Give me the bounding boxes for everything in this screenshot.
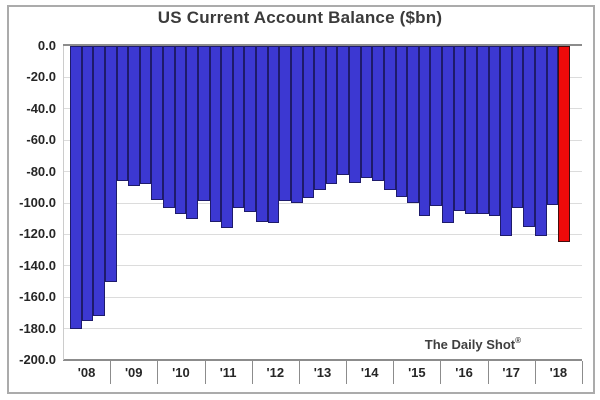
x-year-label-18: '18 — [549, 365, 568, 380]
y-tick-label--120.0: -120.0 — [19, 226, 56, 242]
bar-2011-Q3 — [232, 46, 245, 208]
y-tick-label--200.0: -200.0 — [19, 352, 56, 367]
bar-2014-Q2 — [360, 46, 373, 178]
bar-2010-Q3 — [186, 46, 198, 219]
bar-2013-Q3 — [325, 46, 338, 185]
gridline--180.0 — [63, 328, 582, 330]
y-tick-label--80.0: -80.0 — [26, 163, 56, 179]
x-year-label-09: '09 — [124, 365, 143, 380]
bar-2016-Q4 — [476, 46, 489, 214]
chart-title: US Current Account Balance ($bn) — [157, 8, 443, 27]
bar-2016-Q2 — [453, 46, 466, 211]
bar-2009-Q2 — [128, 46, 140, 186]
registered-mark: ® — [515, 336, 521, 345]
y-tick-label--20.0: -20.0 — [26, 69, 56, 85]
x-year-label-12: '12 — [266, 365, 285, 380]
bar-2017-Q4 — [523, 46, 536, 227]
x-year-label-10: '10 — [172, 365, 190, 380]
bar-2017-Q2 — [500, 46, 512, 236]
x-year-label-15: '15 — [408, 365, 426, 380]
bar-2012-Q1 — [256, 46, 268, 222]
y-axis-line — [63, 46, 64, 360]
bar-2008-Q4 — [104, 46, 117, 282]
bar-2016-Q1 — [442, 46, 454, 224]
y-tick-label--60.0: -60.0 — [26, 132, 56, 148]
bar-2010-Q4 — [197, 46, 210, 202]
x-year-label-11: '11 — [219, 365, 237, 380]
bar-2015-Q3 — [418, 46, 431, 216]
bar-2017-Q3 — [511, 46, 524, 208]
bar-2013-Q1 — [302, 46, 315, 199]
x-axis-line — [63, 359, 582, 361]
x-year-label-14: '14 — [360, 365, 379, 380]
bar-2018-Q3 — [558, 46, 570, 243]
x-tick-separator — [110, 361, 112, 384]
y-tick-label--140.0: -140.0 — [19, 257, 56, 273]
gridline--160.0 — [63, 296, 582, 298]
x-year-label-17: '17 — [502, 365, 520, 380]
x-tick-separator — [440, 361, 442, 384]
bar-2009-Q4 — [151, 46, 164, 200]
y-tick-label-0.0: 0.0 — [37, 38, 56, 53]
bar-2011-Q4 — [244, 46, 257, 213]
x-tick-separator — [204, 361, 206, 384]
x-year-label-16: '16 — [455, 365, 473, 380]
bar-2009-Q3 — [139, 46, 152, 185]
y-tick-label--40.0: -40.0 — [26, 100, 56, 116]
bar-2010-Q2 — [174, 46, 187, 214]
x-tick-separator — [487, 361, 489, 384]
bar-2018-Q2 — [546, 46, 559, 205]
x-tick-separator — [298, 361, 300, 384]
bar-2017-Q1 — [488, 46, 501, 216]
bar-2014-Q4 — [383, 46, 396, 191]
bar-2013-Q2 — [314, 46, 326, 191]
source-text: The Daily Shot — [424, 337, 516, 352]
x-tick-separator — [582, 361, 583, 384]
x-tick-separator — [251, 361, 253, 384]
y-tick-label--180.0: -180.0 — [19, 320, 56, 336]
bar-2014-Q3 — [372, 46, 384, 182]
bar-2014-Q1 — [349, 46, 361, 183]
x-year-label-13: '13 — [313, 365, 332, 380]
x-tick-separator — [157, 361, 159, 384]
bar-2009-Q1 — [116, 46, 129, 182]
bar-2010-Q1 — [163, 46, 175, 208]
bar-2011-Q1 — [209, 46, 222, 222]
gridline--140.0 — [63, 265, 582, 267]
gridline--120.0 — [63, 233, 582, 235]
bar-2015-Q1 — [395, 46, 408, 197]
source-watermark: The Daily Shot® — [380, 336, 521, 352]
bar-2012-Q2 — [267, 46, 280, 224]
bar-2012-Q4 — [290, 46, 303, 203]
bar-2013-Q4 — [337, 46, 350, 175]
x-year-label-08: '08 — [77, 365, 96, 380]
y-tick-label--100.0: -100.0 — [19, 195, 56, 210]
bars-layer — [70, 46, 570, 360]
bar-2012-Q3 — [279, 46, 291, 202]
x-tick-separator — [393, 361, 395, 384]
x-tick-separator — [346, 361, 348, 384]
y-tick-label--160.0: -160.0 — [19, 289, 56, 305]
bar-2008-Q2 — [81, 46, 94, 321]
gridline--100.0 — [63, 202, 582, 204]
bar-2011-Q2 — [221, 46, 233, 229]
bar-2018-Q1 — [535, 46, 547, 236]
bar-2008-Q1 — [70, 46, 82, 329]
bar-2016-Q3 — [465, 46, 477, 214]
zero-line — [63, 44, 582, 46]
bar-2015-Q4 — [430, 46, 443, 207]
bar-2015-Q2 — [407, 46, 419, 203]
x-tick-separator — [534, 361, 536, 384]
bar-2008-Q3 — [93, 46, 105, 317]
